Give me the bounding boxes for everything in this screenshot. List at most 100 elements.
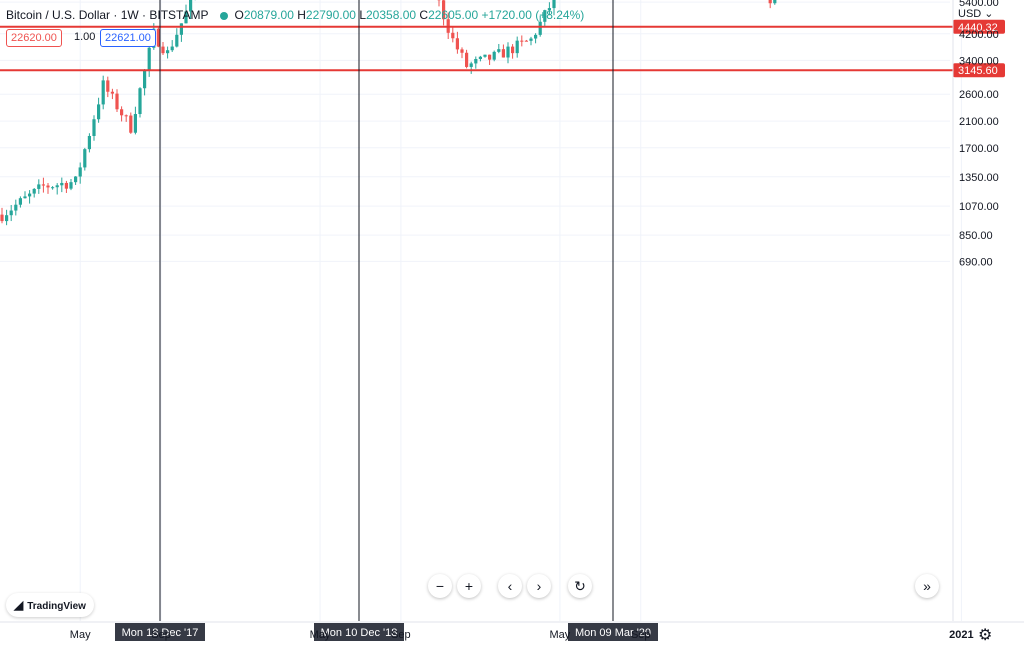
time-tick-label: Sep [151,629,171,641]
candle-body [469,63,473,67]
high-label: H [297,8,306,22]
scroll-left-button[interactable]: ‹ [498,574,522,598]
currency-dropdown[interactable]: USD ⌄ [958,7,994,20]
candle-body [0,214,4,222]
candle-body [110,91,114,94]
price-tick-label: 4200.00 [959,29,999,41]
candle-body [515,40,519,54]
candle-body [28,193,32,197]
price-tick-label: 2600.00 [959,89,999,101]
candle-body [189,0,193,12]
candle-body [175,34,179,47]
crosshair-date-bg [314,623,404,641]
candle-body [478,56,482,60]
time-tick-label: May [310,629,331,641]
chevron-right-icon: › [536,578,542,594]
candle-body [543,10,547,22]
logo-text: TradingView [27,601,86,612]
scroll-right-button[interactable]: › [527,574,551,598]
candle-body [51,187,55,189]
zoom-out-button[interactable]: − [428,574,452,598]
candlestick-series [0,0,777,226]
crosshair-date-bg [115,623,205,641]
tradingview-logo[interactable]: ◢ TradingView [6,593,94,617]
chevron-down-icon: ⌄ [984,8,994,20]
candle-body [465,52,469,67]
candle-body [773,0,777,4]
candle-body [534,34,538,39]
candle-body [78,167,82,177]
minus-icon: − [435,578,445,594]
price-axis[interactable]: 85000.0069000.0053000.0043000.0033000.00… [952,0,1005,621]
plus-icon: + [464,578,474,594]
time-tick-label: Sep [391,629,411,641]
candle-body [55,185,59,188]
time-tick-label: May [70,629,91,641]
candle-body [143,70,147,89]
candle-body [501,49,505,58]
sell-button[interactable]: 22620.00 [6,29,62,47]
price-tick-label: 1070.00 [959,201,999,213]
close-label: C [419,8,429,22]
level-label-bg [953,63,1005,78]
price-tick-label: 1350.00 [959,172,999,184]
time-tick-label: 2021 [949,629,973,641]
price-tick-label: 3400.00 [959,55,999,67]
candle-body [23,196,27,199]
tradingview-logo-icon: ◢ [14,598,24,612]
candle-body [69,182,73,189]
close-value: 22605.00 [428,8,479,22]
candle-body [768,0,772,4]
candle-body [129,115,133,133]
candle-body [74,176,78,183]
candle-body [538,21,542,35]
price-tick-label: 2100.00 [959,116,999,128]
reset-icon: ↻ [574,578,586,594]
candle-body [529,38,533,41]
zoom-in-button[interactable]: + [457,574,481,598]
candle-body [520,40,524,42]
time-axis[interactable]: MaySepMaySepMaySep2021MaySep [0,621,1024,641]
level-label: 3145.60 [958,65,998,77]
candle-body [483,54,487,57]
buy-button[interactable]: 22621.00 [100,29,156,47]
level-label-bg [953,19,1005,34]
candle-body [64,182,68,189]
currency-label: USD [958,8,982,20]
chevron-left-icon: ‹ [507,578,513,594]
candle-body [442,0,446,20]
candle-body [106,80,110,92]
low-label: L [359,8,366,22]
candle-body [41,184,45,186]
candle-body [9,210,13,216]
candle-body [184,11,188,24]
open-label: O [234,8,244,22]
symbol-title[interactable]: Bitcoin / U.S. Dollar · 1W · BITSTAMP [6,8,209,22]
candle-body [37,184,41,189]
level-label: 4440.32 [958,22,998,34]
crosshair-date-bg [568,623,658,641]
settings-gear-icon[interactable]: ⚙ [978,627,993,644]
reset-chart-button[interactable]: ↻ [568,574,592,598]
candle-body [547,8,551,11]
candle-body [32,188,36,194]
candle-body [455,38,459,50]
candle-body [92,119,96,136]
candle-body [166,50,170,54]
open-value: 20879.00 [243,8,294,22]
candle-body [5,215,9,222]
candle-body [46,185,50,188]
market-status-icon [220,11,229,20]
scroll-to-realtime-button[interactable]: » [915,574,939,598]
price-tick-label: 5400.00 [959,0,999,9]
candle-body [497,49,501,52]
candle-body [60,182,64,186]
double-chevron-right-icon: » [923,578,931,594]
candle-body [524,40,528,42]
candle-body [83,149,87,168]
price-tick-label: 1700.00 [959,143,999,155]
high-value: 22790.00 [305,8,356,22]
low-value: 20358.00 [366,8,417,22]
